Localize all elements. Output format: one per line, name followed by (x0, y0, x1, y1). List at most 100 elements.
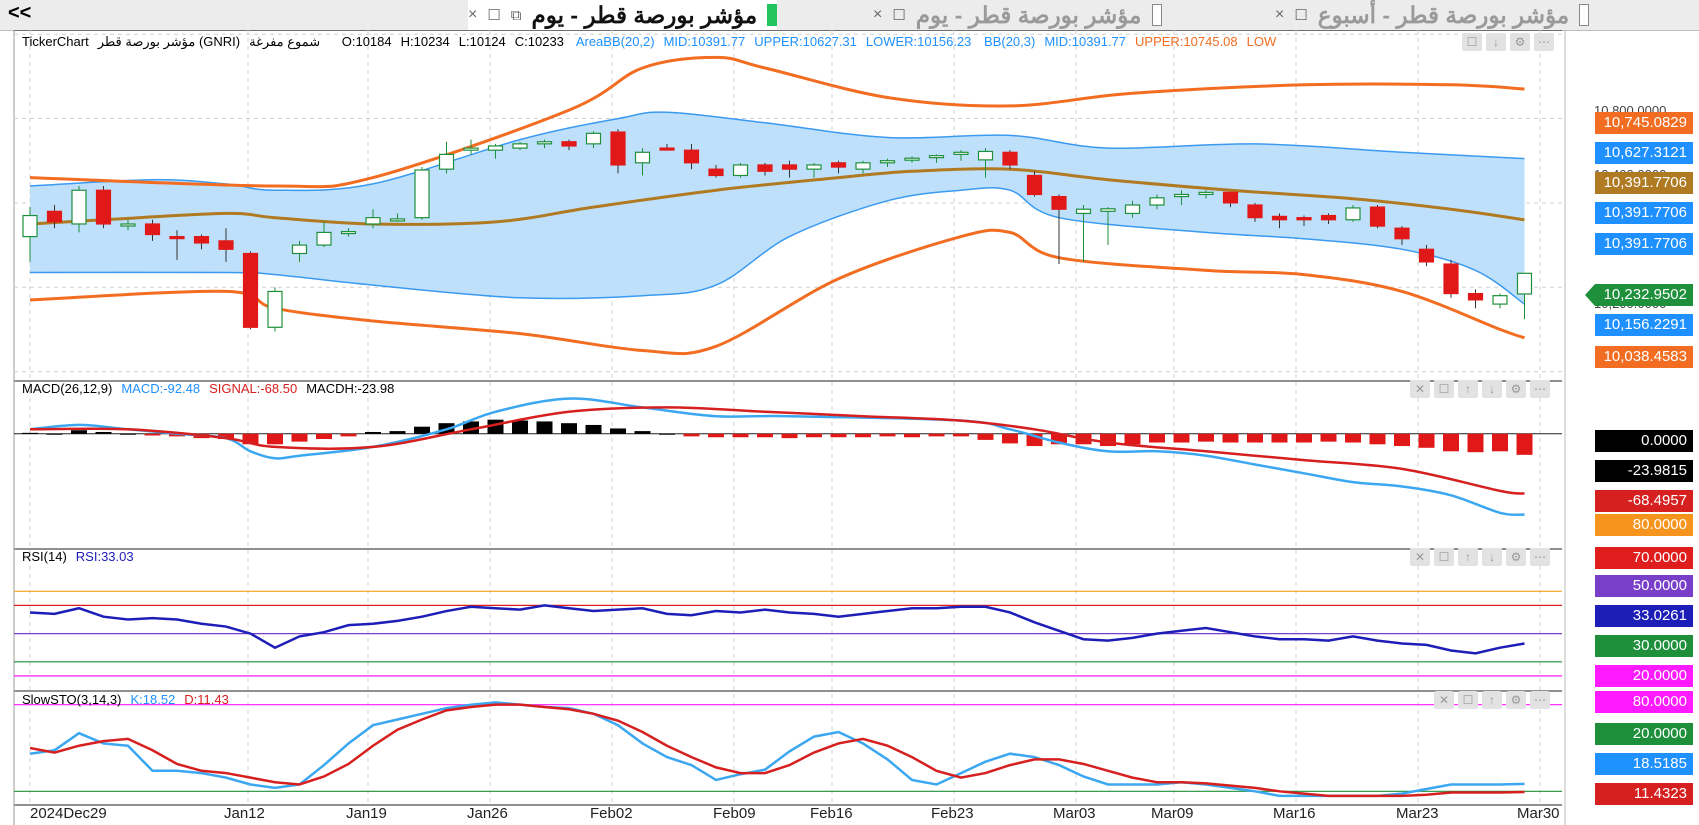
bb-mid-label: 10,391.7706 (1595, 233, 1693, 255)
move-up-icon[interactable]: ↑ (1458, 548, 1478, 566)
restore-icon[interactable]: ☐ (1434, 380, 1454, 398)
macd-hist-bar (879, 433, 896, 437)
macd-hist-bar (218, 433, 234, 440)
rsi-value: RSI:33.03 (75, 549, 134, 564)
low-value: L:10124 (458, 34, 506, 49)
areabb-upper: UPPER:10627.31 (754, 34, 857, 49)
more-icon[interactable]: ⋯ (1530, 691, 1550, 709)
rsi-50-label: 50.0000 (1595, 575, 1693, 597)
x-axis-label: Feb09 (713, 805, 756, 822)
tab-color-chip (1151, 4, 1162, 26)
restore-icon[interactable]: ☐ (487, 7, 501, 24)
bb3-upper-label: 10,745.0829 (1595, 112, 1693, 134)
macd-hist-bar (1345, 433, 1361, 443)
sto-d-line (29, 703, 1525, 798)
close-icon[interactable]: × (873, 6, 883, 23)
move-down-icon[interactable]: ↓ (1482, 548, 1502, 566)
area-bb-lower-line (29, 187, 1525, 305)
candle-body (1051, 195, 1067, 210)
x-axis-label: Mar23 (1396, 805, 1439, 822)
macd-hist-bar (46, 433, 63, 435)
macd-hist-bar (1222, 433, 1239, 443)
candle-body (1247, 204, 1263, 219)
move-up-icon[interactable]: ↑ (1458, 380, 1478, 398)
collapse-panel-button[interactable]: << (8, 2, 32, 24)
tab-qatar-index-day-active[interactable]: × ☐ ⧉ مؤشر بورصة قطر - يوم (468, 0, 778, 30)
signal-line (29, 406, 1525, 495)
candle-body (561, 141, 577, 147)
price-panel-controls: ☐ ↓ ⚙ ⋯ (1462, 33, 1554, 51)
sto-panel-header: SlowSTO(3,14,3) K:18.52 D:11.43 (22, 692, 238, 707)
close-icon[interactable]: ✕ (1434, 691, 1454, 709)
more-icon[interactable]: ⋯ (1530, 548, 1550, 566)
macd-hist-bar (757, 433, 773, 438)
candle-body (732, 164, 749, 177)
macd-hist-bar (1173, 433, 1190, 443)
bb-lower: LOW (1246, 34, 1277, 49)
settings-icon[interactable]: ⚙ (1510, 33, 1530, 51)
close-icon[interactable]: × (1275, 6, 1285, 23)
candle-body (1271, 215, 1288, 221)
high-value: H:10234 (400, 34, 450, 49)
close-icon[interactable]: ✕ (1410, 548, 1430, 566)
macd-hist-bar (1369, 433, 1386, 445)
move-down-icon[interactable]: ↓ (1486, 33, 1506, 51)
settings-icon[interactable]: ⚙ (1506, 380, 1526, 398)
macd-hist-bar (291, 433, 308, 442)
macd-title: MACD(26,12,9) (22, 381, 113, 396)
macd-hist-bar (610, 428, 626, 434)
macd-hist-bar (1492, 433, 1508, 452)
candle-body (1222, 191, 1239, 204)
candle-body (1075, 208, 1092, 215)
candle-body (1100, 208, 1116, 212)
candle-body (634, 151, 651, 164)
rsi-70-label: 70.0000 (1595, 547, 1693, 569)
bb-mid-line (29, 167, 1525, 226)
tab-qatar-index-day[interactable]: × ☐ مؤشر بورصة قطر - يوم (873, 0, 1162, 30)
more-icon[interactable]: ⋯ (1534, 33, 1554, 51)
chart-canvas[interactable] (0, 30, 1699, 825)
candle-body (1418, 248, 1435, 263)
more-icon[interactable]: ⋯ (1530, 380, 1550, 398)
chart-type-label: شموع مفرغة (249, 34, 321, 49)
x-axis-label: Mar30 (1517, 805, 1560, 822)
restore-icon[interactable]: ☐ (1458, 691, 1478, 709)
macd-hist-bar (1516, 433, 1533, 455)
restore-icon[interactable]: ☐ (1434, 548, 1454, 566)
tab-label: مؤشر بورصة قطر - أسبوع (1317, 1, 1570, 28)
candle-body (1394, 227, 1410, 240)
candle-body (536, 141, 553, 145)
areabb-mid: MID:10391.77 (663, 34, 746, 49)
candle-body (414, 169, 430, 219)
macd-hist-bar (659, 433, 675, 435)
macd-hist-bar (1124, 433, 1141, 445)
price-panel-header: TickerChart مؤشر بورصة قطر (GNRI) شموع مفر… (22, 34, 1285, 50)
restore-icon[interactable]: ☐ (892, 7, 906, 24)
x-axis-label: Feb23 (931, 805, 974, 822)
candle-body (830, 162, 847, 168)
move-down-icon[interactable]: ↓ (1482, 380, 1502, 398)
tab-bar: << × ☐ ⧉ مؤشر بورصة قطر - يوم × ☐ مؤشر ب… (0, 0, 1699, 31)
rsi-line (29, 604, 1525, 655)
macd-hist-bar (806, 433, 822, 438)
close-icon[interactable]: ✕ (1410, 380, 1430, 398)
restore-icon[interactable]: ☐ (1462, 33, 1482, 51)
detach-icon[interactable]: ⧉ (510, 6, 522, 24)
macd-hist-bar (561, 423, 577, 434)
x-axis-label: 2024Dec29 (30, 805, 107, 822)
close-icon[interactable]: × (468, 6, 478, 23)
macd-hist-bar (242, 433, 259, 445)
move-up-icon[interactable]: ↑ (1482, 691, 1502, 709)
restore-icon[interactable]: ☐ (1294, 7, 1308, 24)
candle-body (71, 189, 87, 225)
macd-hist-bar (953, 433, 969, 437)
macd-hist-bar (1320, 433, 1337, 442)
tab-qatar-index-week[interactable]: × ☐ مؤشر بورصة قطر - أسبوع (1275, 0, 1590, 30)
symbol-label: مؤشر بورصة قطر (GNRI) (97, 34, 241, 49)
candle-body (169, 236, 185, 240)
sto-k-label: 18.5185 (1595, 753, 1693, 775)
settings-icon[interactable]: ⚙ (1506, 691, 1526, 709)
candle-body (659, 147, 675, 151)
candle-body (928, 155, 945, 159)
settings-icon[interactable]: ⚙ (1506, 548, 1526, 566)
